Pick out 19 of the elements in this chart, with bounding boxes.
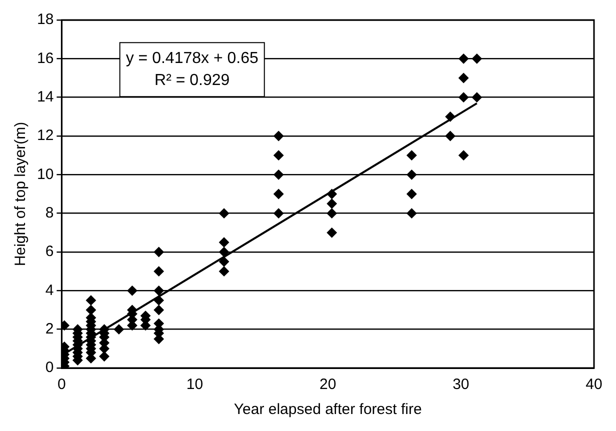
x-tick-label: 30 <box>452 376 470 394</box>
y-tick-label: 0 <box>45 359 54 376</box>
annotation: R² = 0.929 <box>154 72 230 90</box>
y-tick-label: 16 <box>36 50 54 67</box>
y-tick-label: 8 <box>45 204 54 222</box>
y-tick-label: 2 <box>45 320 54 338</box>
y-tick-label: 10 <box>36 166 54 183</box>
y-tick-label: 6 <box>45 243 54 260</box>
x-tick-label: 40 <box>586 376 602 394</box>
y-tick-label: 14 <box>36 88 54 106</box>
y-tick-label: 18 <box>36 11 54 28</box>
x-tick-label: 20 <box>320 376 336 394</box>
y-axis-title: Height of top layer(m) <box>12 122 30 266</box>
x-tick-label: 0 <box>58 376 66 394</box>
annotation: y = 0.4178x + 0.65 <box>126 50 258 68</box>
x-tick-label: 10 <box>186 376 204 394</box>
y-tick-label: 12 <box>36 127 54 144</box>
x-axis-title: Year elapsed after forest fire <box>234 401 422 418</box>
y-tick-label: 4 <box>45 282 54 299</box>
